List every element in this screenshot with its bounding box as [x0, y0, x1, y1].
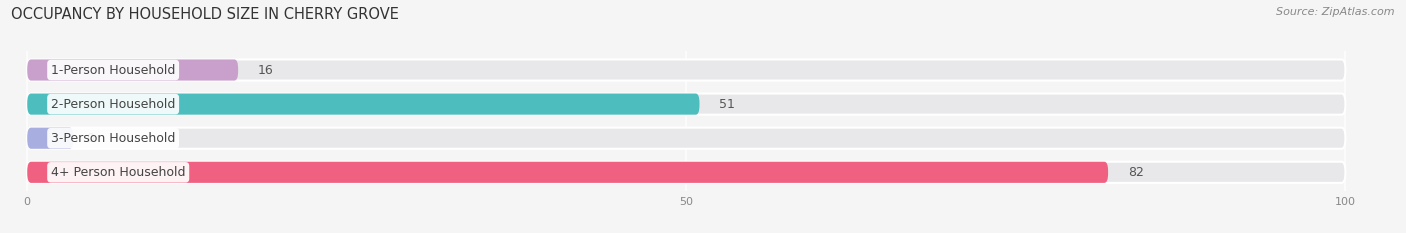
FancyBboxPatch shape: [27, 59, 1346, 81]
Text: 51: 51: [720, 98, 735, 111]
FancyBboxPatch shape: [27, 128, 73, 149]
FancyBboxPatch shape: [27, 162, 1346, 183]
Text: 4+ Person Household: 4+ Person Household: [51, 166, 186, 179]
Text: 2-Person Household: 2-Person Household: [51, 98, 176, 111]
Text: 0: 0: [87, 132, 94, 145]
Text: 82: 82: [1128, 166, 1143, 179]
Text: OCCUPANCY BY HOUSEHOLD SIZE IN CHERRY GROVE: OCCUPANCY BY HOUSEHOLD SIZE IN CHERRY GR…: [11, 7, 399, 22]
FancyBboxPatch shape: [27, 93, 700, 115]
FancyBboxPatch shape: [27, 162, 1108, 183]
FancyBboxPatch shape: [27, 128, 1346, 149]
FancyBboxPatch shape: [27, 93, 1346, 115]
Text: 3-Person Household: 3-Person Household: [51, 132, 176, 145]
FancyBboxPatch shape: [27, 59, 238, 81]
Text: 16: 16: [257, 64, 274, 76]
Text: 1-Person Household: 1-Person Household: [51, 64, 176, 76]
Text: Source: ZipAtlas.com: Source: ZipAtlas.com: [1277, 7, 1395, 17]
